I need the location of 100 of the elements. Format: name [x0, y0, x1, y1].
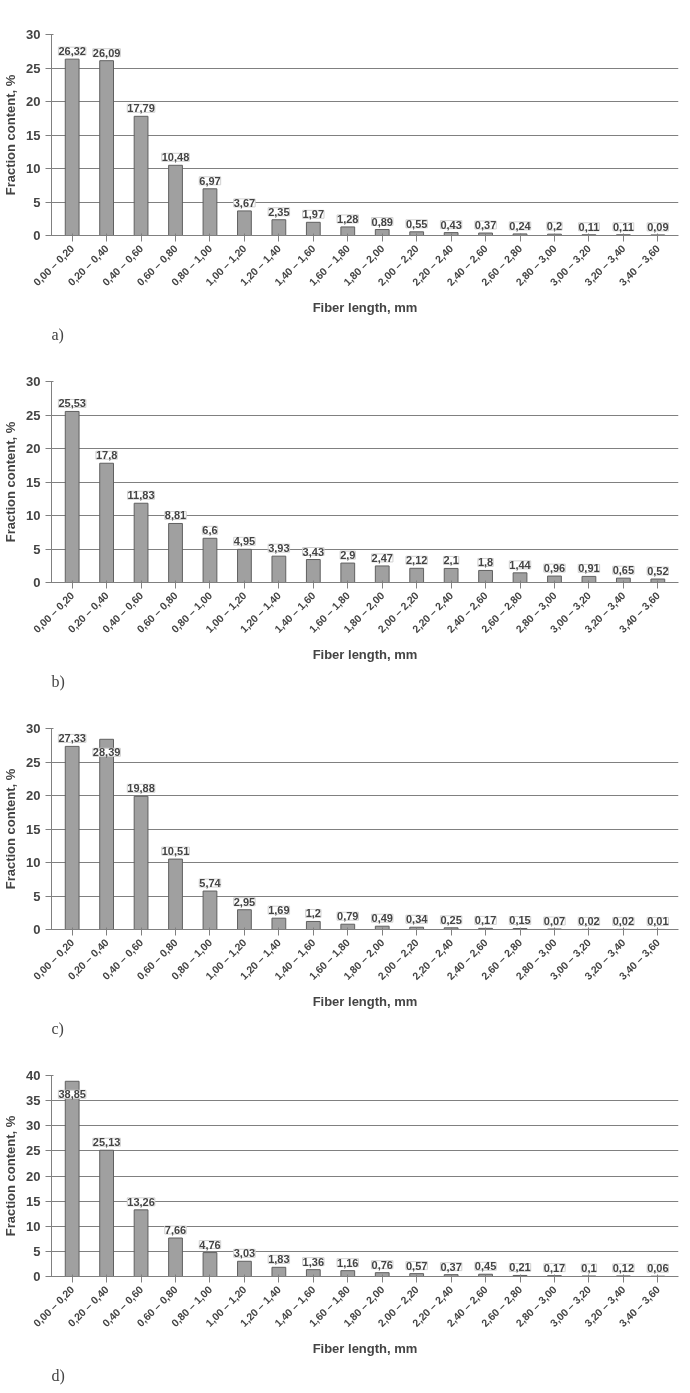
data-label: 0,02	[578, 915, 600, 928]
data-label: 0,79	[337, 910, 359, 923]
data-label: 17,79	[127, 102, 155, 115]
data-label: 0,34	[405, 913, 429, 926]
y-tick-label: 5	[33, 1243, 41, 1259]
data-label: 2,1	[443, 554, 459, 567]
y-tick-label: 25	[26, 754, 41, 770]
y-axis-title: Fraction content, %	[3, 1115, 19, 1237]
data-label: 19,88	[127, 782, 155, 795]
y-tick-label: 30	[26, 374, 41, 389]
y-axis-title: Fraction content, %	[3, 768, 19, 890]
data-label: 0,24	[509, 219, 532, 232]
data-label: 0,06	[647, 1262, 669, 1275]
text: a)	[51, 325, 64, 344]
y-tick-label: 25	[26, 60, 41, 76]
y-tick-label: 10	[26, 1218, 41, 1234]
data-label: 4,76	[199, 1238, 221, 1251]
data-label: 3,03	[233, 1247, 256, 1260]
data-label: 1,97	[302, 208, 325, 221]
y-tick-label: 5	[33, 888, 41, 904]
data-label: 0,2	[546, 220, 563, 233]
data-label: 10,48	[161, 151, 190, 164]
data-label: 0,57	[405, 1259, 428, 1272]
data-label: 3,93	[268, 542, 290, 555]
data-label: 2,35	[268, 205, 290, 218]
data-label: 0,09	[647, 220, 669, 233]
data-label: 0,49	[371, 912, 393, 925]
data-label: 17,8	[95, 449, 118, 462]
data-label: 0,11	[612, 220, 634, 233]
data-label: 26,32	[58, 45, 86, 58]
y-tick-label: 0	[33, 1269, 41, 1284]
y-tick-label: 20	[26, 1168, 41, 1184]
data-label: 0,37	[474, 219, 497, 232]
data-label: 11,83	[127, 489, 155, 502]
data-label: 1,16	[337, 1256, 359, 1269]
data-label: 3,43	[302, 545, 325, 558]
data-label: 1,83	[268, 1253, 290, 1266]
data-label: 2,95	[233, 895, 256, 908]
data-label: 26,09	[92, 46, 121, 59]
data-label: 0,12	[612, 1261, 635, 1274]
data-label: 0,43	[440, 218, 462, 231]
data-label: 8,81	[164, 509, 187, 522]
x-axis-title: Fiber length, mm	[312, 300, 418, 316]
data-label: 0,76	[371, 1258, 393, 1271]
data-label: 6,97	[199, 174, 221, 187]
data-label: 0,01	[647, 915, 669, 928]
data-label: 0,02	[612, 915, 635, 928]
data-label: 10,51	[161, 845, 190, 858]
data-label: 0,37	[440, 1260, 462, 1273]
y-tick-label: 30	[26, 1118, 41, 1134]
y-tick-label: 30	[26, 721, 41, 736]
y-tick-label: 0	[33, 922, 41, 937]
data-label: 2,12	[405, 554, 428, 567]
y-tick-label: 10	[26, 161, 41, 176]
data-label: 2,9	[340, 549, 356, 562]
x-axis-title: Fiber length, mm	[312, 647, 418, 663]
y-tick-label: 0	[33, 228, 41, 243]
y-tick-label: 5	[33, 194, 41, 210]
y-tick-label: 15	[26, 821, 41, 837]
y-tick-label: 15	[26, 127, 41, 143]
data-label: 2,47	[371, 551, 393, 564]
y-tick-label: 10	[26, 508, 41, 523]
data-label: 28,39	[92, 746, 121, 759]
text: d)	[51, 1366, 65, 1385]
y-tick-label: 30	[26, 27, 41, 42]
data-label: 27,33	[58, 732, 86, 745]
data-label: 0,52	[647, 565, 669, 578]
data-label: 1,44	[509, 558, 532, 571]
y-axis-title: Fraction content, %	[3, 421, 19, 543]
y-axis-title: Fraction content, %	[3, 74, 19, 196]
data-label: 25,53	[58, 397, 86, 410]
x-axis-title: Fiber length, mm	[312, 994, 418, 1010]
data-label: 0,17	[474, 914, 497, 927]
data-label: 1,69	[268, 904, 290, 917]
data-label: 0,65	[612, 564, 635, 577]
data-label: 38,85	[58, 1088, 86, 1101]
data-label: 4,95	[233, 535, 256, 548]
y-tick-label: 35	[26, 1093, 41, 1109]
text: c)	[51, 1019, 64, 1038]
data-label: 13,26	[127, 1195, 155, 1208]
y-tick-label: 25	[26, 407, 41, 423]
data-label: 0,1	[581, 1262, 597, 1274]
data-label: 0,45	[474, 1260, 497, 1273]
data-label: 1,2	[305, 907, 321, 920]
data-label: 6,6	[202, 524, 218, 537]
data-label: 0,89	[371, 215, 393, 228]
y-tick-label: 20	[26, 441, 41, 456]
text: b)	[51, 672, 65, 691]
data-label: 0,25	[440, 913, 462, 926]
data-label: 0,15	[509, 914, 531, 927]
y-tick-label: 20	[26, 788, 41, 803]
data-label: 0,55	[405, 217, 428, 230]
y-tick-label: 5	[33, 541, 41, 557]
data-label: 7,66	[164, 1224, 187, 1237]
data-label: 1,28	[337, 212, 359, 225]
data-label: 0,21	[509, 1261, 531, 1274]
y-tick-label: 25	[26, 1143, 41, 1159]
y-tick-label: 0	[33, 575, 41, 590]
data-label: 25,13	[92, 1136, 121, 1149]
data-label: 0,07	[543, 915, 566, 928]
